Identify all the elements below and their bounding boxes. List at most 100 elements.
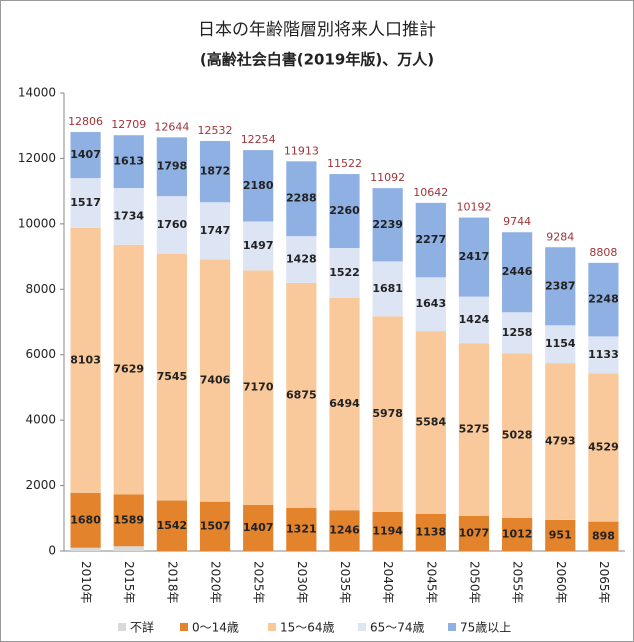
total-label: 12709 [111, 118, 146, 131]
bar-segment [545, 247, 576, 326]
bar-segment [156, 500, 187, 551]
total-label: 12644 [154, 120, 189, 133]
bar-segment [156, 196, 187, 254]
data-label: 1872 [200, 165, 231, 178]
bar-segment [156, 253, 187, 501]
x-tick-label: 2035年 [338, 561, 352, 604]
data-label: 6494 [329, 397, 360, 410]
bar-segment [243, 270, 274, 505]
x-tick-label: 2010年 [79, 561, 93, 604]
bar-segment [545, 519, 576, 551]
data-label: 1680 [70, 513, 101, 526]
data-label: 1428 [286, 253, 317, 266]
total-label: 12806 [68, 115, 103, 128]
data-label: 7170 [243, 381, 274, 394]
bar-segment [286, 236, 317, 283]
y-tick-label: 14000 [18, 86, 56, 100]
data-label: 7545 [157, 370, 188, 383]
data-label: 1424 [459, 313, 490, 326]
bar-segment [113, 546, 144, 551]
total-label: 10642 [413, 186, 448, 199]
data-label: 7629 [113, 363, 144, 376]
data-label: 1133 [588, 348, 619, 361]
data-label: 2248 [588, 293, 619, 306]
legend-label: 15～64歳 [280, 621, 335, 635]
bar-segment [588, 262, 619, 337]
bar-segment [286, 282, 317, 508]
total-label: 11092 [370, 171, 405, 184]
data-label: 1407 [70, 148, 101, 161]
total-label: 9744 [503, 215, 531, 228]
x-tick-label: 2060年 [554, 561, 568, 604]
bar-segment [70, 132, 101, 179]
y-tick-label: 6000 [25, 347, 56, 361]
x-tick-label: 2050年 [467, 561, 481, 604]
y-tick-label: 4000 [25, 413, 56, 427]
data-label: 1542 [157, 519, 188, 532]
bar-segment [199, 202, 231, 260]
bar-segment [113, 188, 144, 245]
data-label: 1194 [372, 524, 403, 537]
total-label: 12254 [241, 133, 276, 146]
legend-swatch [358, 623, 366, 631]
bar-segment [70, 227, 101, 493]
bar-segment [329, 174, 360, 249]
bar-segment [113, 244, 144, 495]
data-label: 7406 [200, 374, 231, 387]
data-label: 1012 [502, 527, 533, 540]
bar-segment [588, 373, 619, 522]
bar-segment [286, 507, 317, 551]
bar-segment [243, 221, 274, 271]
total-label: 9284 [546, 230, 574, 243]
bar-segment [458, 296, 490, 344]
bar-segment [329, 248, 360, 298]
bar-segment [588, 521, 619, 551]
data-label: 1643 [415, 297, 446, 310]
data-label: 1760 [157, 218, 188, 231]
bar-segment [329, 297, 360, 511]
data-label: 2387 [545, 279, 576, 292]
data-label: 1517 [70, 196, 101, 209]
bar-segment [156, 137, 187, 197]
data-label: 5584 [415, 415, 446, 428]
data-label: 898 [592, 529, 615, 542]
bar-segment [286, 161, 317, 237]
bar-segment [372, 261, 403, 317]
data-label: 1613 [113, 155, 144, 168]
bar-segment [588, 336, 619, 374]
bar-segment [113, 135, 144, 189]
data-label: 4529 [588, 441, 619, 454]
bar-segment [415, 513, 446, 551]
x-tick-label: 2020年 [209, 561, 223, 604]
data-label: 2417 [459, 250, 490, 263]
legend-label: 75歳以上 [460, 621, 511, 635]
y-tick-label: 8000 [25, 282, 56, 296]
x-tick-label: 2030年 [295, 561, 309, 604]
legend-label: 不詳 [130, 620, 154, 635]
total-label: 11913 [284, 144, 319, 157]
data-label: 2277 [415, 233, 446, 246]
legend-swatch [180, 623, 188, 631]
bar-segment [458, 515, 490, 551]
data-label: 1522 [329, 266, 360, 279]
data-label: 4793 [545, 434, 576, 447]
bar-segment [70, 492, 101, 548]
chart-title: 日本の年齢階層別将来人口推計 [198, 20, 436, 40]
bar-segment [70, 547, 101, 551]
x-tick-label: 2045年 [424, 561, 438, 604]
x-tick-label: 2025年 [252, 561, 266, 604]
data-label: 1138 [415, 525, 446, 538]
data-label: 1798 [157, 160, 188, 173]
bar-segment [545, 325, 576, 364]
bar-segment [372, 316, 403, 512]
bar-segment [502, 232, 533, 313]
bar-segment [243, 504, 274, 551]
data-label: 5028 [502, 429, 533, 442]
legend-swatch [118, 623, 126, 631]
x-tick-label: 2065年 [597, 561, 611, 604]
bar-segment [199, 501, 231, 551]
data-label: 1747 [200, 224, 231, 237]
data-label: 951 [549, 528, 572, 541]
bar-segment [502, 353, 533, 518]
bar-segment [415, 202, 446, 278]
